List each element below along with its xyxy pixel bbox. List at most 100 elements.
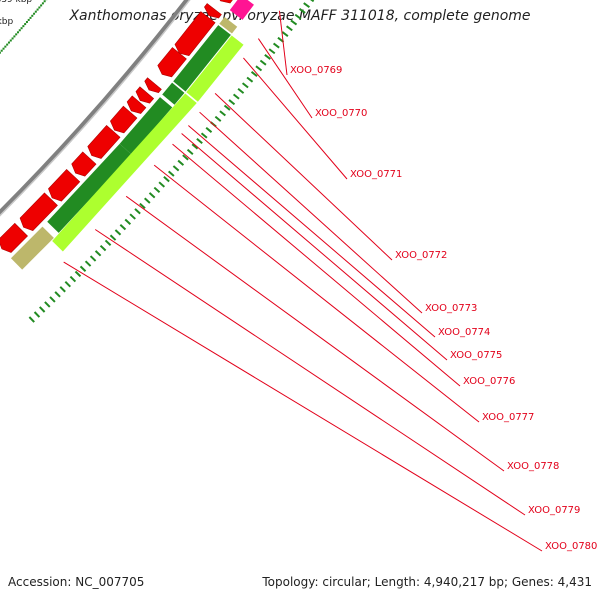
kbp-tick-dot	[43, 0, 46, 3]
feature-tick	[109, 234, 117, 241]
feature-tick	[294, 13, 302, 20]
feature-tick	[286, 25, 293, 32]
kbp-tick-dot	[13, 35, 16, 38]
tan-feature	[219, 16, 238, 34]
feature-tick	[205, 126, 213, 133]
cds-feature	[48, 169, 81, 202]
label-leader-line	[153, 164, 480, 423]
kbp-tick-dot	[25, 21, 28, 24]
feature-tick	[191, 143, 199, 150]
kbp-tick-dot	[15, 33, 18, 36]
feature-tracks	[0, 0, 254, 270]
feature-tick	[54, 291, 61, 298]
cds-feature	[157, 47, 187, 78]
feature-tick	[79, 265, 87, 272]
feature-tick	[59, 286, 66, 293]
feature-tick	[219, 110, 226, 117]
map-title: Xanthomonas oryzae pv. oryzae MAFF 31101…	[69, 8, 531, 24]
feature-tick	[144, 197, 151, 204]
kbp-tick-dot	[4, 45, 7, 48]
label-leader-line	[172, 143, 461, 387]
feature-tick	[237, 87, 245, 94]
kbp-tick-dot	[33, 12, 36, 15]
gene-labels: XOO_0769 XOO_0770 XOO_0771 XOO_0772 XOO_0773…	[63, 10, 597, 552]
kbp-tick-dot	[0, 49, 3, 52]
feature-tick	[124, 218, 132, 225]
feature-tick	[200, 132, 208, 139]
gene-label: XOO_0772	[395, 250, 447, 261]
feature-tick	[134, 208, 141, 215]
kbp-tick-dot	[31, 14, 34, 17]
kbp-tick-dot	[41, 2, 44, 5]
feature-tick	[114, 229, 122, 236]
genome-backbone	[0, 0, 191, 217]
feature-tick	[172, 165, 180, 172]
kbp-tick-ring: 834 kbp835 kbp836 kbp837 kbp838 kbp839 k…	[0, 0, 48, 54]
cds-feature	[135, 86, 155, 104]
green-feature	[119, 97, 173, 155]
cds-feature	[219, 0, 233, 4]
cds-feature	[19, 192, 58, 232]
kbp-tick-dot	[29, 16, 32, 19]
feature-tick	[39, 306, 46, 313]
gene-label: XOO_0769	[290, 65, 342, 76]
feature-tick	[290, 19, 298, 26]
feature-tick	[158, 181, 166, 188]
kbp-tick-dot	[11, 37, 14, 40]
kbp-tick-dot	[0, 51, 1, 54]
cds-feature	[87, 124, 121, 159]
kbp-tick-dot	[27, 18, 30, 21]
label-leader-line	[63, 261, 543, 552]
feature-tick	[139, 202, 146, 210]
feature-tick	[246, 76, 254, 83]
feature-tick	[298, 8, 306, 14]
kbp-tick-dot	[18, 29, 21, 32]
kbp-tick-dot	[6, 43, 9, 46]
kbp-tick-dot	[16, 31, 19, 34]
feature-tick	[74, 270, 82, 278]
gene-label: XOO_0780	[545, 541, 597, 552]
feature-tick	[196, 137, 203, 145]
kbp-tick-label: 839 kbp	[0, 0, 32, 5]
lightgreen-feature	[52, 93, 197, 252]
feature-tick	[94, 250, 102, 257]
kbp-tick-label: 840 kbp	[0, 17, 14, 27]
feature-tick-ring	[28, 0, 315, 323]
kbp-tick-dot	[22, 25, 25, 28]
label-leader-line	[188, 125, 436, 338]
gene-label: XOO_0773	[425, 303, 477, 314]
kbp-tick-dot	[38, 6, 41, 9]
green-feature	[173, 25, 231, 92]
gene-label: XOO_0774	[438, 327, 490, 338]
tan-feature	[10, 226, 54, 270]
feature-tick	[264, 54, 271, 60]
backbone-outer	[0, 0, 191, 217]
cds-feature	[0, 222, 28, 253]
kbp-tick-dot	[2, 47, 5, 50]
kbp-tick-dot	[24, 23, 27, 26]
feature-tick	[153, 186, 161, 193]
feature-tick	[104, 239, 112, 247]
feature-tick	[129, 213, 136, 220]
green-feature	[162, 82, 185, 105]
feature-tick	[214, 115, 222, 122]
gene-label: XOO_0775	[450, 350, 502, 361]
feature-tick	[241, 82, 249, 89]
cds-feature	[174, 11, 216, 57]
feature-tick	[99, 244, 107, 252]
gene-label: XOO_0776	[463, 376, 515, 387]
lightgreen-feature	[186, 35, 244, 102]
feature-tick	[44, 301, 51, 308]
feature-tick	[250, 71, 258, 77]
label-leader-line	[278, 10, 288, 76]
topology-label: Topology: circular; Length: 4,940,217 bp…	[262, 575, 592, 589]
feature-tick	[186, 148, 194, 155]
cds-feature	[126, 95, 147, 114]
kbp-tick-dot	[40, 4, 43, 7]
kbp-tick-dot	[7, 41, 10, 44]
feature-tick	[310, 0, 315, 3]
gene-label: XOO_0770	[315, 108, 367, 119]
feature-tick	[281, 31, 289, 37]
